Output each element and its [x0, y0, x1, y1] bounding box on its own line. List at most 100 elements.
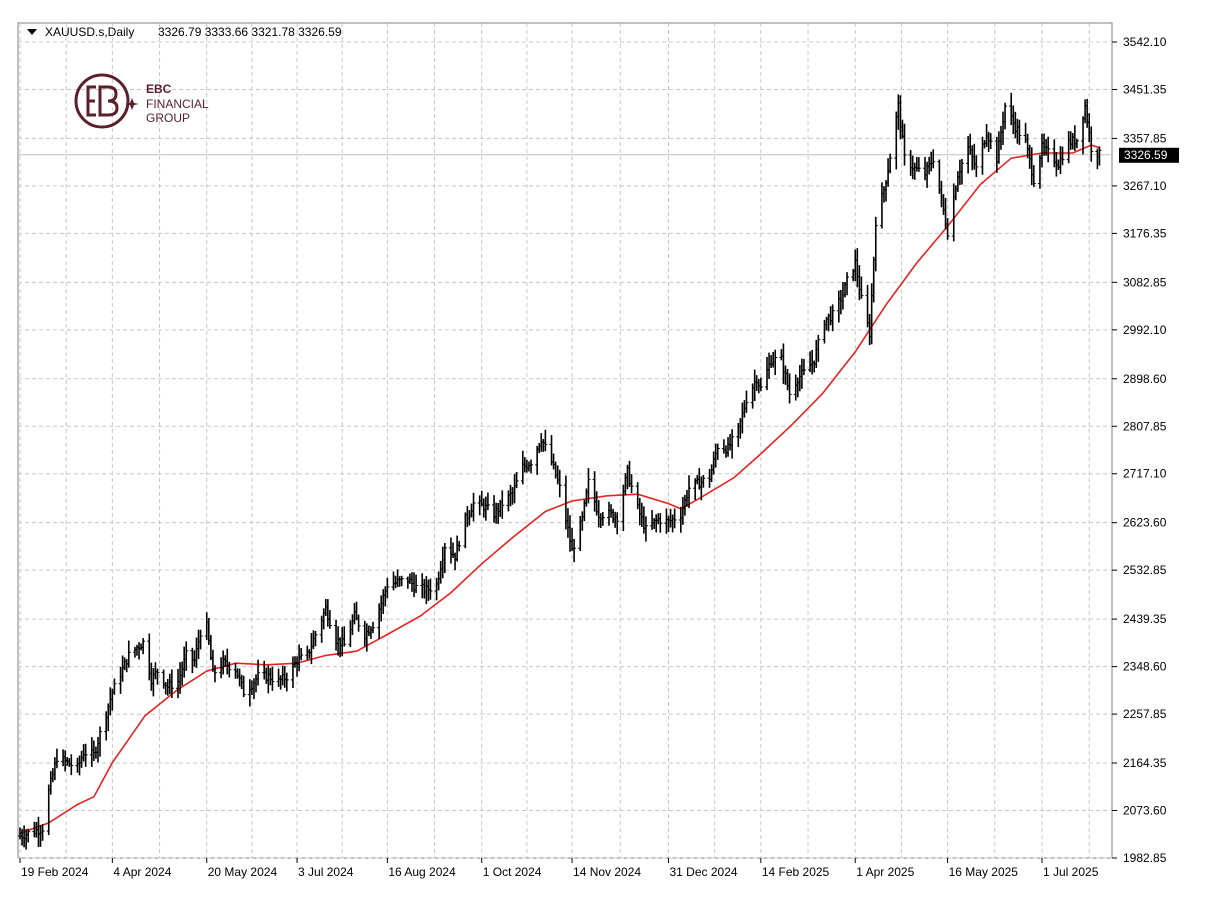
ohlc-bar: [1097, 146, 1102, 166]
y-tick-label: 3267.10: [1123, 179, 1167, 193]
x-tick-label: 20 May 2024: [208, 865, 278, 879]
ohlc-bar: [69, 754, 74, 776]
x-tick-label: 16 Aug 2024: [388, 865, 456, 879]
time-axis[interactable]: 19 Feb 2024 4 Apr 2024 20 May 2024 3 Jul 20…: [19, 858, 1099, 879]
ohlc-bar: [572, 538, 577, 563]
ebc-logo-icon: [74, 73, 130, 129]
symbol-label: XAUUSD.s,Daily: [45, 25, 134, 39]
x-tick-label: 14 Feb 2025: [762, 865, 830, 879]
ohlc-bar: [672, 508, 677, 529]
ohlc-bar: [98, 726, 103, 757]
ohlc-bar: [342, 626, 347, 647]
ohlc-bar: [543, 429, 548, 452]
ohlc-bar: [299, 647, 304, 661]
ohlc-bar: [1003, 102, 1008, 130]
y-tick-label: 3082.85: [1123, 275, 1167, 289]
ohlc-bar: [1089, 126, 1094, 162]
ohlc-bar: [873, 216, 878, 272]
ohlc-bar: [730, 429, 735, 459]
ohlc-bar: [816, 334, 821, 362]
ohlc-bar: [615, 512, 620, 535]
ohlc-bar: [658, 513, 663, 533]
ohlc-bar: [1074, 138, 1079, 149]
y-tick-label: 1982.85: [1123, 851, 1167, 865]
ohlc-bar: [26, 828, 31, 843]
x-tick-label: 1 Jul 2025: [1043, 865, 1099, 879]
moving-average-line: [19, 144, 1100, 835]
ohlc-bar: [931, 149, 936, 169]
y-tick-label: 2439.35: [1123, 612, 1167, 626]
price-axis[interactable]: 3542.10 3451.35 3357.85 3267.10 3176.35 3082.…: [1112, 35, 1167, 865]
y-tick-label: 2532.85: [1123, 563, 1167, 577]
ohlc-bar: [600, 512, 605, 526]
ohlc-bar: [428, 578, 433, 600]
logo-line-3: GROUP: [146, 111, 190, 125]
triangle-down-icon[interactable]: [27, 29, 37, 35]
ohlc-bar: [356, 614, 361, 632]
ebc-logo: EBC FINANCIAL GROUP: [74, 73, 209, 129]
ohlc-bar: [169, 669, 174, 698]
y-tick-label: 3451.35: [1123, 82, 1167, 96]
ohlc-bar: [370, 621, 375, 634]
ohlc-bar: [773, 349, 778, 376]
ohlc-bars: [18, 92, 1102, 850]
ohlc-bar: [1031, 165, 1036, 187]
y-tick-label: 2348.60: [1123, 660, 1167, 674]
ohlc-bar: [629, 474, 634, 494]
ohlc-bar: [902, 123, 907, 166]
ohlc-bar: [1046, 136, 1051, 163]
ohlc-bar: [270, 666, 275, 691]
ohlc-bar: [859, 276, 864, 299]
ohlc-bar: [529, 459, 533, 474]
ohlc-bar: [212, 665, 217, 683]
ohlc-bar: [198, 629, 203, 650]
ohlc-bar: [974, 155, 979, 177]
ohlc-bar: [1060, 146, 1065, 166]
x-tick-label: 1 Oct 2024: [483, 865, 542, 879]
ohlc-bar: [442, 543, 447, 573]
ohlc-bar: [1017, 119, 1022, 145]
x-tick-label: 16 May 2025: [949, 865, 1019, 879]
ohlc-bar: [916, 157, 921, 172]
y-tick-label: 2717.10: [1123, 467, 1167, 481]
x-tick-label: 31 Dec 2024: [669, 865, 737, 879]
ohlc-bar: [988, 133, 993, 150]
x-tick-label: 19 Feb 2024: [21, 865, 89, 879]
ohlc-bar: [184, 641, 189, 671]
chart-header: XAUUSD.s,Daily 3326.79 3333.66 3321.78 3…: [27, 25, 342, 39]
ohlc-bar: [687, 475, 692, 509]
ohlc-bar: [284, 672, 289, 692]
ohlc-bar: [141, 638, 146, 655]
ohlc-bar: [715, 443, 720, 460]
ohlc-bar: [40, 824, 45, 841]
y-tick-label: 3357.85: [1123, 131, 1167, 145]
y-tick-label: 2898.60: [1123, 372, 1167, 386]
ohlc-bar: [414, 574, 419, 594]
ohlc-bar: [701, 474, 706, 488]
y-tick-label: 2164.35: [1123, 756, 1167, 770]
ohlc-bar: [385, 577, 390, 599]
x-tick-label: 1 Apr 2025: [856, 865, 914, 879]
ohlc-bar: [327, 610, 332, 629]
logo-line-2: FINANCIAL: [146, 97, 209, 111]
ohlc-bar: [457, 540, 462, 552]
ohlc-bar: [787, 373, 792, 404]
x-tick-label: 14 Nov 2024: [573, 865, 641, 879]
current-price-label: 3326.59: [1124, 148, 1168, 162]
ohlc-bar: [744, 390, 749, 413]
grid-lines: [18, 23, 1112, 859]
y-tick-label: 3176.35: [1123, 226, 1167, 240]
ohlc-bar: [112, 678, 117, 695]
ohlc-bar: [54, 748, 59, 769]
ohlc-bar: [485, 492, 490, 511]
x-tick-label: 3 Jul 2024: [298, 865, 354, 879]
ohlc-bar: [83, 743, 88, 767]
ohlc-bar: [557, 469, 562, 498]
y-tick-label: 2807.85: [1123, 419, 1167, 433]
ohlc-bar: [155, 668, 160, 685]
ohlc-bar: [586, 468, 591, 504]
y-tick-label: 2257.85: [1123, 707, 1167, 721]
ohlc-bar: [241, 675, 246, 698]
ohlc-bar: [514, 471, 519, 489]
